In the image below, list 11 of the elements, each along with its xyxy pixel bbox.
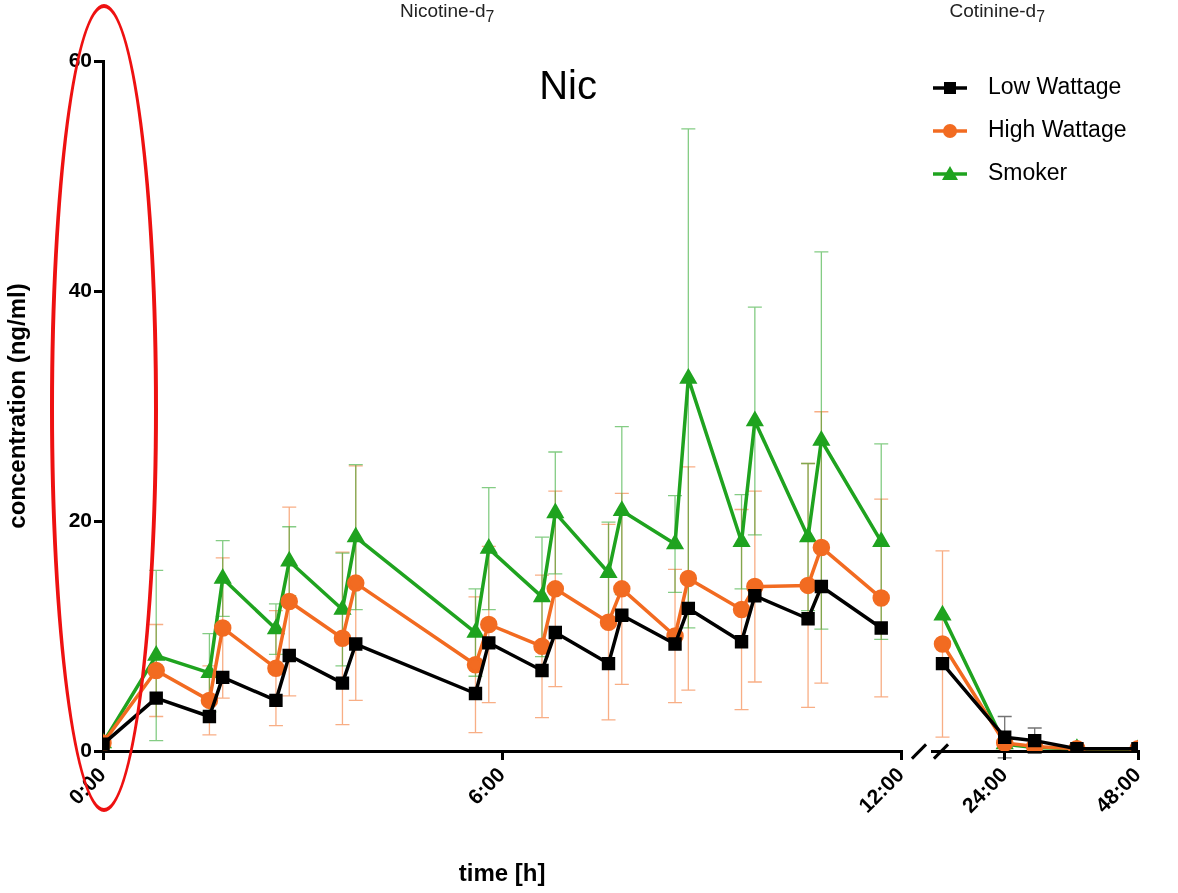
x-axis-title: time [h]: [458, 859, 546, 887]
y-tick-label: 40: [68, 277, 92, 301]
y-axis-title: concentration (ng/ml): [3, 283, 31, 529]
text: Cotinine-d$_{7}$: [949, 0, 1045, 26]
legend-label: High Wattage: [988, 116, 1127, 143]
legend-label: Low Wattage: [988, 73, 1122, 100]
text: Nicotine-d$_{7}$: [400, 0, 495, 26]
y-tick-label: 0: [80, 737, 92, 761]
chart-title: Nic: [539, 63, 597, 108]
y-tick-label: 20: [68, 507, 92, 531]
legend-label: Smoker: [988, 159, 1068, 186]
